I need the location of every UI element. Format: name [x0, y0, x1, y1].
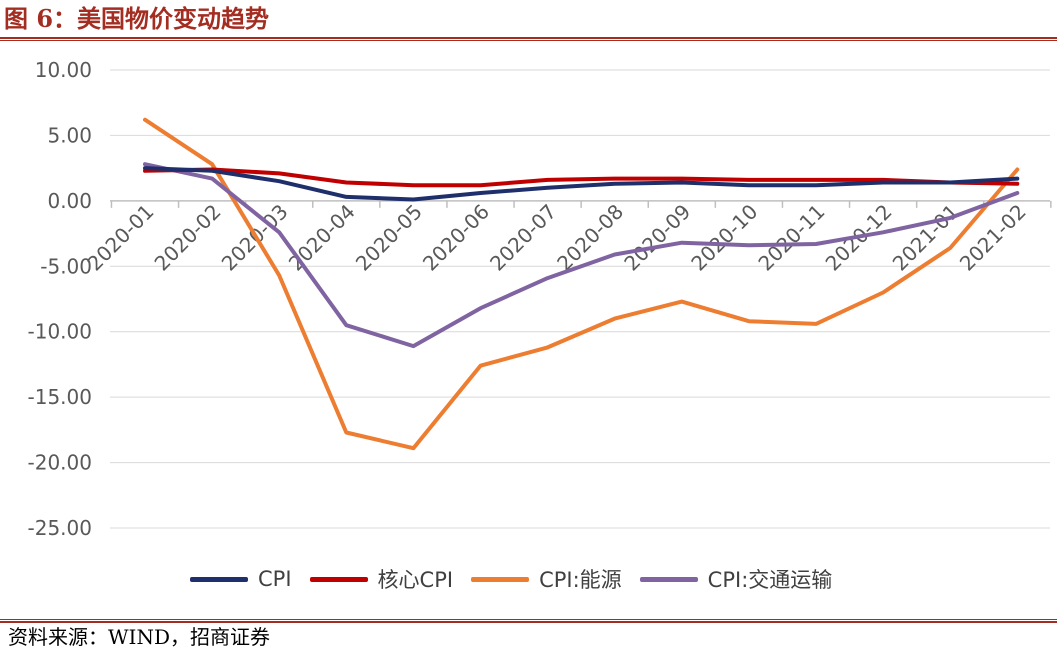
x-tick-label: 2020-10 — [686, 199, 762, 275]
x-tick-label: 2020-07 — [485, 199, 561, 275]
x-axis-ticks: 2020-012020-022020-032020-042020-052020-… — [82, 199, 1030, 275]
series-line-1 — [143, 167, 1020, 188]
legend-item: 核心CPI — [309, 564, 454, 594]
y-tick-label: 0.00 — [47, 189, 92, 213]
bottom-rule-thin — [0, 619, 1057, 620]
legend-label: CPI:交通运输 — [707, 568, 833, 592]
x-tick-label: 2020-06 — [418, 199, 494, 275]
legend-item: CPI:能源 — [471, 564, 622, 594]
legend-item: CPI — [190, 567, 292, 591]
legend-label: 核心CPI — [377, 568, 454, 592]
legend-swatch — [309, 576, 368, 582]
x-tick-label: 2020-05 — [351, 199, 427, 275]
series-line-2 — [143, 117, 1020, 451]
source-note: 资料来源：WIND，招商证券 — [8, 625, 270, 649]
gridlines — [110, 69, 1050, 529]
x-tick-label: 2020-11 — [753, 199, 829, 275]
x-tick-label: 2020-04 — [284, 199, 360, 275]
top-rule — [0, 37, 1057, 39]
legend-swatch — [639, 576, 698, 582]
y-axis-ticks: 10.00 5.00 0.00 -5.00 -10.00 -15.00 -20.00 -25.… — [28, 58, 92, 540]
y-tick-label: 5.00 — [47, 123, 92, 147]
y-tick-label: -20.00 — [28, 451, 92, 475]
series-lines — [143, 117, 1020, 451]
series-line-3 — [143, 162, 1020, 349]
x-tick-label: 2020-09 — [619, 199, 695, 275]
x-tick-label: 2020-02 — [150, 199, 226, 275]
legend-label: CPI — [258, 567, 292, 591]
bottom-rule — [0, 621, 1057, 623]
y-tick-label: -25.00 — [28, 516, 92, 540]
figure-title: 图 6：美国物价变动趋势 — [4, 4, 270, 33]
top-rule-thin — [0, 40, 1057, 41]
legend: CPI 核心CPI CPI:能源 CPI:交通运输 — [190, 562, 832, 596]
legend-label: CPI:能源 — [539, 568, 622, 592]
y-tick-label: -10.00 — [28, 320, 92, 344]
legend-swatch — [190, 576, 248, 582]
y-tick-label: 10.00 — [35, 58, 92, 82]
series-line-0 — [143, 166, 1020, 202]
y-tick-label: -15.00 — [28, 385, 92, 409]
legend-swatch — [471, 576, 530, 582]
x-tick-label: 2020-01 — [82, 199, 158, 275]
x-axis — [110, 200, 1052, 208]
legend-item: CPI:交通运输 — [639, 564, 833, 594]
line-chart: 10.00 5.00 0.00 -5.00 -10.00 -15.00 -20.00 -25.… — [28, 58, 1052, 540]
y-tick-label: -5.00 — [40, 254, 92, 278]
